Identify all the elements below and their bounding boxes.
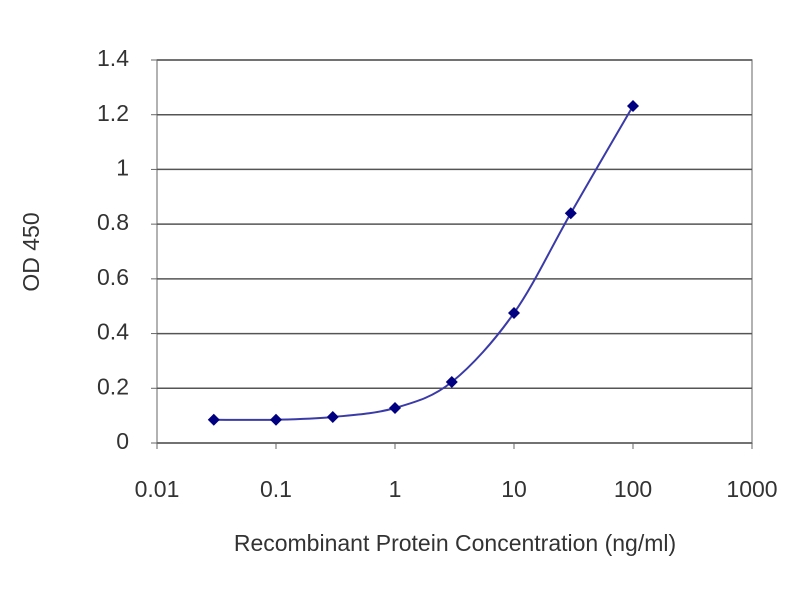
data-point bbox=[389, 401, 401, 414]
data-point bbox=[627, 99, 639, 112]
x-tick-label: 1 bbox=[389, 476, 402, 502]
data-point bbox=[564, 207, 577, 220]
x-tick-label: 0.1 bbox=[260, 476, 292, 502]
y-tick-label: 0.6 bbox=[97, 264, 129, 290]
x-axis-label: Recombinant Protein Concentration (ng/ml… bbox=[234, 530, 676, 556]
x-tick-label: 100 bbox=[614, 476, 652, 502]
y-tick-label: 1.2 bbox=[97, 100, 129, 126]
data-point bbox=[508, 307, 520, 320]
y-tick-label: 0 bbox=[116, 428, 129, 454]
y-tick-label: 1.4 bbox=[97, 45, 129, 71]
y-tick-label: 1 bbox=[116, 155, 129, 181]
y-tick-label: 0.4 bbox=[97, 319, 129, 345]
plot-area bbox=[156, 59, 753, 444]
y-axis-label: OD 450 bbox=[18, 212, 44, 291]
data-point bbox=[445, 375, 458, 388]
y-tick-label: 0.2 bbox=[97, 373, 129, 399]
y-tick-label: 0.8 bbox=[97, 209, 129, 235]
data-point bbox=[270, 413, 282, 426]
data-point bbox=[326, 411, 339, 424]
x-tick-label: 10 bbox=[501, 476, 527, 502]
data-point bbox=[207, 413, 220, 426]
x-tick-label: 1000 bbox=[726, 476, 777, 502]
x-tick-label: 0.01 bbox=[135, 476, 180, 502]
